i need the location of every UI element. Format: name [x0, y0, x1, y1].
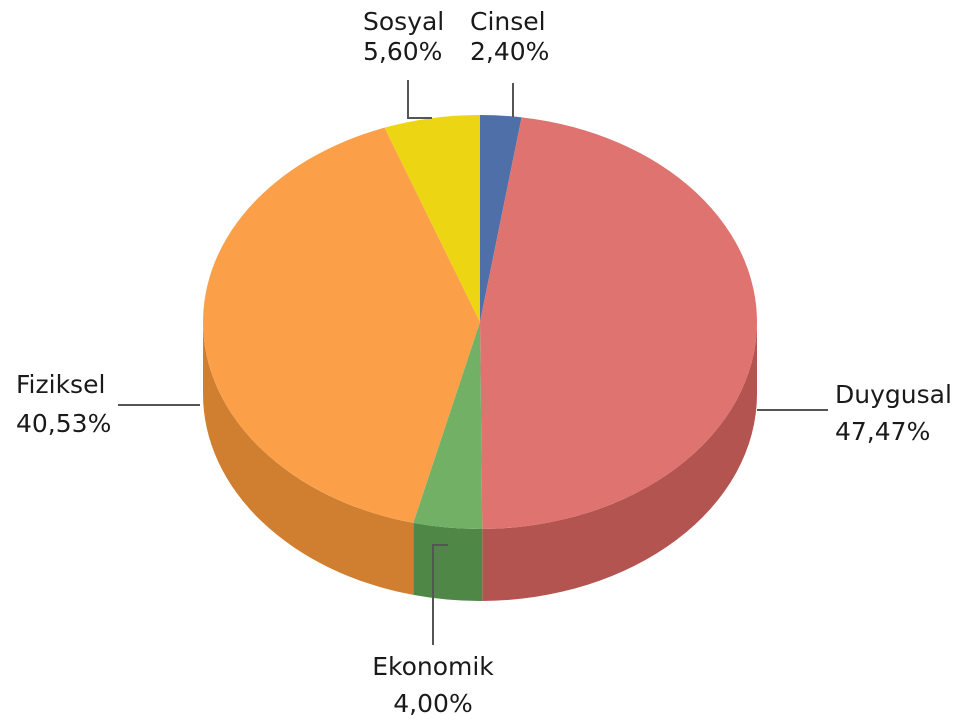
- slice-value-duygusal: 47,47%: [835, 417, 930, 446]
- slice-ekonomik: [413, 322, 483, 529]
- slice-name-cinsel: Cinsel: [470, 7, 546, 36]
- pie-sides: [203, 322, 757, 601]
- slice-name-ekonomik: Ekonomik: [372, 652, 494, 681]
- slice-side-fiziksel: [203, 322, 414, 595]
- slice-name-fiziksel: Fiziksel: [16, 370, 105, 399]
- slice-value-sosyal: 5,60%: [363, 37, 442, 66]
- slice-value-cinsel: 2,40%: [470, 37, 549, 66]
- leader-line-sosyal: [407, 80, 432, 119]
- slice-side-duygusal: [482, 322, 757, 601]
- slice-side-ekonomik: [413, 522, 483, 601]
- leader-lines: [118, 80, 828, 645]
- slice-name-sosyal: Sosyal: [363, 7, 444, 36]
- slice-fiziksel: [203, 127, 480, 523]
- slice-sosyal: [384, 115, 480, 322]
- slice-cinsel: [480, 115, 522, 322]
- slice-name-duygusal: Duygusal: [835, 380, 952, 409]
- slice-value-fiziksel: 40,53%: [16, 409, 111, 438]
- slice-duygusal: [480, 117, 758, 529]
- leader-line-ekonomik: [432, 544, 448, 645]
- slice-value-ekonomik: 4,00%: [393, 689, 472, 718]
- pie-tops: [203, 115, 758, 529]
